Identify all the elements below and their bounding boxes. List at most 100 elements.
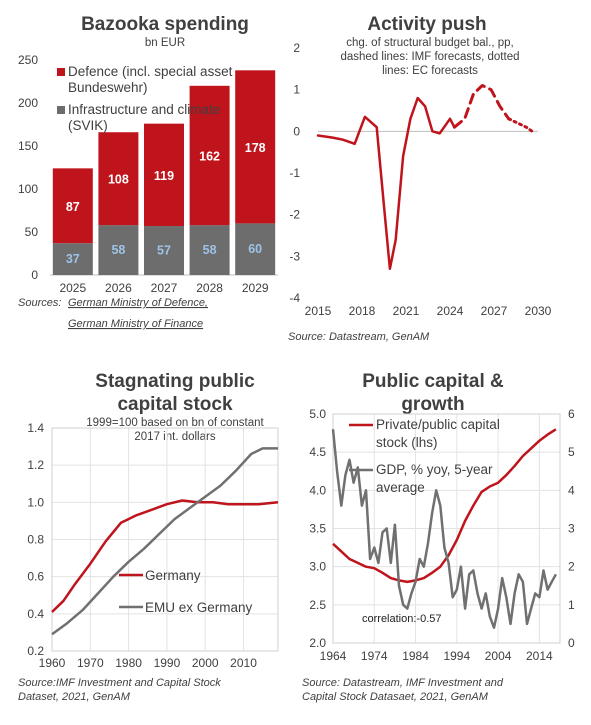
bar-infrastructure: [144, 225, 184, 275]
bar-defence: [98, 132, 139, 226]
y-tick-label-right: 3: [568, 522, 575, 536]
plot-frame: [332, 413, 561, 644]
activity-subtitle-1: chg. of structural budget bal., pp,: [346, 37, 514, 49]
activity-subtitle-3: lines: EC forecasts: [382, 65, 478, 77]
y-tick-label: 1.0: [27, 495, 44, 509]
y-tick-label-left: 4.0: [309, 483, 326, 497]
y-tick-label: -1: [289, 166, 300, 180]
bar-defence: [189, 85, 230, 226]
data-label-infrastructure: 58: [111, 243, 125, 257]
x-tick-label: 1990: [154, 656, 181, 670]
data-label-defence: 108: [108, 173, 129, 187]
bazooka-source-prefix: Sources:: [18, 297, 61, 309]
data-label-infrastructure: 37: [66, 252, 80, 266]
y-tick-label-right: 2: [568, 560, 575, 574]
x-tick-label: 2024: [437, 304, 464, 318]
y-tick-label: 100: [18, 182, 38, 196]
series-line-gdp-growth: [331, 429, 557, 629]
capital-stock-source-1: Source:IMF Investment and Capital Stock: [18, 677, 221, 689]
y-tick-label-right: 1: [568, 598, 575, 612]
x-tick-label: 2030: [525, 304, 552, 318]
capital-stock-subtitle-1: 1999=100 based on bn of constant: [86, 417, 264, 429]
x-tick-label: 1960: [39, 656, 66, 670]
legend-label-gdp: GDP, % yoy, 5-year average: [376, 462, 493, 495]
y-tick-label: 0: [293, 124, 300, 138]
capital-stock-subtitle-2: 2017 int. dollars: [134, 431, 215, 443]
x-tick-label: 2025: [59, 281, 86, 295]
y-tick-label: -2: [289, 208, 300, 222]
series-line-germany: [51, 499, 279, 613]
activity-subtitle-2: dashed lines: IMF forecasts, dotted: [341, 51, 520, 63]
legend-label-germany: Germany: [145, 568, 201, 583]
bar-defence: [235, 70, 276, 224]
bazooka-spending-chart: Bazooka spending bn EUR 0 50 100 150 200 250 2…: [18, 14, 278, 330]
y-tick-label-right: 4: [568, 483, 575, 497]
y-tick-label-left: 5.0: [309, 407, 326, 421]
plot-frame: [51, 427, 279, 652]
bar-infrastructure: [52, 243, 93, 275]
x-tick-label: 1980: [115, 656, 142, 670]
bazooka-source-2: German Ministry of Finance: [68, 318, 203, 330]
y-tick-label-left: 3.5: [309, 522, 326, 536]
data-label-infrastructure: 58: [203, 243, 217, 257]
x-tick-label: 1984: [402, 649, 429, 663]
capital-growth-title-1: Public capital &: [362, 371, 504, 392]
x-tick-label: 2029: [242, 281, 269, 295]
x-tick-label: 1994: [443, 649, 470, 663]
y-tick-label: 1.4: [27, 421, 44, 435]
data-label-infrastructure: 57: [157, 243, 171, 257]
data-label-infrastructure: 60: [248, 242, 262, 256]
capital-stock-title-2: capital stock: [117, 394, 233, 415]
bar-infrastructure: [189, 225, 230, 275]
y-tick-label-left: 2.0: [309, 636, 326, 650]
correlation-annotation: correlation:-0.57: [362, 613, 442, 625]
data-label-defence: 162: [199, 149, 220, 163]
y-tick-label: 0.8: [27, 533, 44, 547]
x-tick-label: 1964: [320, 649, 347, 663]
y-tick-label: 2: [293, 41, 300, 55]
bar-infrastructure: [235, 223, 276, 275]
capital-stock-source-2: Dataset, 2021, GenAM: [18, 691, 131, 703]
data-label-defence: 119: [154, 169, 174, 183]
bar-defence: [52, 168, 93, 244]
x-tick-label: 2021: [393, 304, 420, 318]
capital-growth-chart: Public capital & growth 2.0 2.5 3.0 3.5 4.0 4…: [302, 371, 575, 703]
legend-swatch-defence: [57, 68, 65, 76]
y-tick-label: 0.2: [27, 644, 44, 658]
x-tick-label: 2027: [151, 281, 178, 295]
y-tick-label: 0: [31, 268, 38, 282]
activity-push-chart: Activity push chg. of structural budget …: [288, 14, 552, 343]
legend-label-defence: Defence (incl. special asset Bundeswehr): [68, 64, 233, 95]
bazooka-subtitle: bn EUR: [145, 37, 185, 49]
series-line-emu-ex-germany: [51, 447, 278, 636]
y-tick-label-right: 6: [568, 407, 575, 421]
y-tick-label: 1: [293, 83, 300, 97]
y-tick-label-left: 4.5: [309, 445, 326, 459]
capital-growth-source-1: Source: Datastream, IMF Investment and: [302, 677, 504, 689]
series-line-capital-ratio: [332, 428, 557, 584]
data-label-defence: 178: [245, 141, 266, 155]
y-tick-label: 1.2: [27, 458, 44, 472]
x-tick-label: 1974: [361, 649, 388, 663]
legend-label-capital-ratio: Private/public capital stock (lhs): [376, 417, 500, 450]
x-tick-label: 2027: [481, 304, 508, 318]
series-line-imf-forecasts: [452, 84, 511, 129]
bar-infrastructure: [98, 225, 139, 275]
data-label-defence: 87: [66, 200, 80, 214]
x-tick-label: 2015: [305, 304, 332, 318]
y-tick-label: 50: [25, 225, 39, 239]
y-tick-label-left: 3.0: [309, 560, 326, 574]
x-tick-label: 1970: [77, 656, 104, 670]
y-tick-label: 200: [18, 96, 38, 110]
activity-source: Source: Datastream, GenAM: [288, 331, 430, 343]
bazooka-source-1: German Ministry of Defence,: [68, 297, 208, 309]
series-line-actual: [316, 96, 456, 271]
y-tick-label: -3: [289, 249, 300, 263]
x-tick-label: 2014: [526, 649, 553, 663]
y-tick-label-right: 5: [568, 445, 575, 459]
series-line-ec-forecasts: [507, 117, 534, 133]
y-tick-label: -4: [289, 291, 300, 305]
y-tick-label-left: 2.5: [309, 598, 326, 612]
y-tick-label: 0.4: [27, 607, 44, 621]
